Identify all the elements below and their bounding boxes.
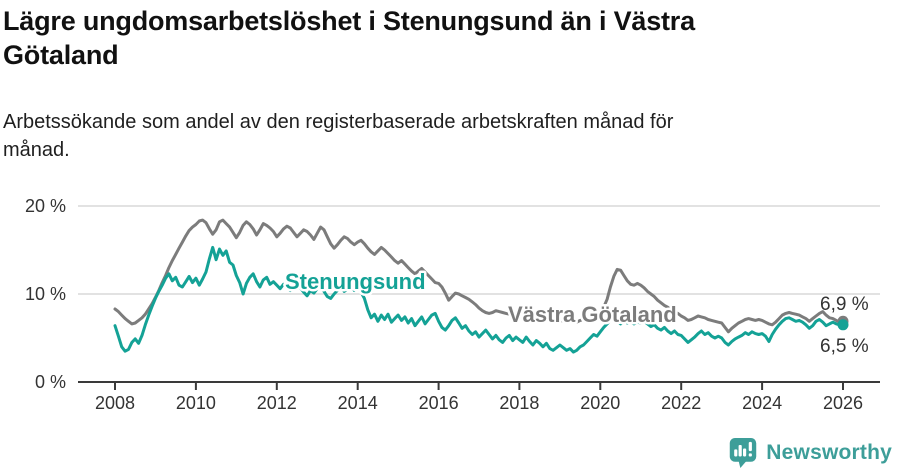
stenungsund-end-dot	[837, 319, 849, 331]
chart-title: Lägre ungdomsarbetslöshet i Stenungsund …	[3, 6, 695, 71]
v-stra-g-taland-series-label: Västra Götaland	[508, 302, 677, 327]
v-stra-g-taland-end-value-label: 6,9 %	[820, 294, 869, 315]
brand-name: Newsworthy	[766, 440, 892, 464]
stenungsund-series-label: Stenungsund	[285, 269, 426, 294]
chart-subtitle: Arbetssökande som andel av den registerb…	[3, 111, 674, 161]
v-stra-g-taland-line	[113, 218, 845, 334]
y-tick-label: 0 %	[35, 372, 66, 392]
x-tick-label: 2010	[176, 393, 216, 413]
x-tick-label: 2014	[338, 393, 378, 413]
x-tick-label: 2016	[419, 393, 459, 413]
newsworthy-logo-icon	[728, 436, 758, 469]
stenungsund-line	[113, 245, 845, 354]
chart-header: Lägre ungdomsarbetslöshet i Stenungsund …	[3, 0, 695, 72]
x-tick-label: 2018	[499, 393, 539, 413]
stenungsund-end-value-label: 6,5 %	[820, 336, 869, 357]
y-tick-label: 10 %	[25, 284, 66, 304]
x-tick-label: 2022	[661, 393, 701, 413]
y-tick-label: 20 %	[25, 196, 66, 216]
x-tick-label: 2020	[580, 393, 620, 413]
x-tick-label: 2008	[95, 393, 135, 413]
x-tick-label: 2024	[742, 393, 782, 413]
x-tick-label: 2012	[257, 393, 297, 413]
x-tick-label: 2026	[823, 393, 863, 413]
brand-footer: Newsworthy	[728, 436, 892, 469]
